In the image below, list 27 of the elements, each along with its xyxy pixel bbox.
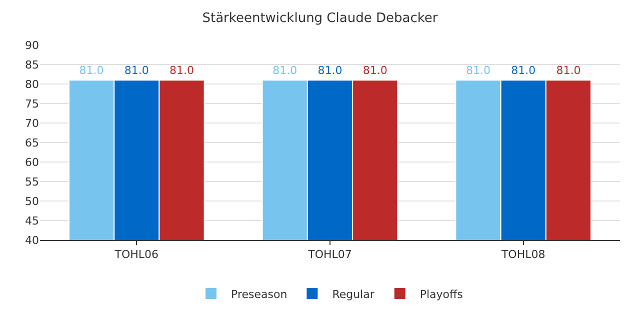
data-label: 81.0 — [362, 64, 388, 78]
legend-label: Regular — [332, 288, 375, 301]
legend-label: Playoffs — [420, 288, 464, 301]
data-label: 81.0 — [318, 64, 342, 78]
y-tick-label: 45 — [25, 214, 39, 228]
data-label: 81.0 — [556, 64, 581, 78]
y-tick-label: 60 — [25, 156, 39, 169]
x-tick-label: TOHL08 — [500, 248, 546, 262]
y-tick-label: 70 — [25, 116, 39, 130]
data-label: 81.0 — [79, 64, 104, 78]
legend-label: Preseason — [231, 288, 288, 301]
data-label: 81.0 — [272, 64, 298, 78]
data-label: 81.0 — [466, 64, 490, 78]
x-tick-label: TOHL07 — [307, 248, 352, 262]
data-label: 81.0 — [124, 64, 149, 78]
y-tick-label: 40 — [25, 234, 39, 247]
x-tick-label: TOHL06 — [114, 248, 159, 262]
y-tick-label: 90 — [25, 38, 39, 52]
y-tick-label: 55 — [25, 175, 39, 188]
data-label: 81.0 — [170, 64, 194, 78]
y-tick-label: 50 — [25, 194, 39, 208]
data-label: 81.0 — [511, 64, 536, 78]
y-tick-label: 85 — [25, 58, 39, 72]
y-tick-label: 80 — [25, 78, 39, 91]
chart-title: Stärkeentwicklung Claude Debacker — [202, 10, 438, 26]
y-tick-label: 75 — [25, 97, 39, 110]
y-tick-label: 65 — [25, 136, 39, 150]
